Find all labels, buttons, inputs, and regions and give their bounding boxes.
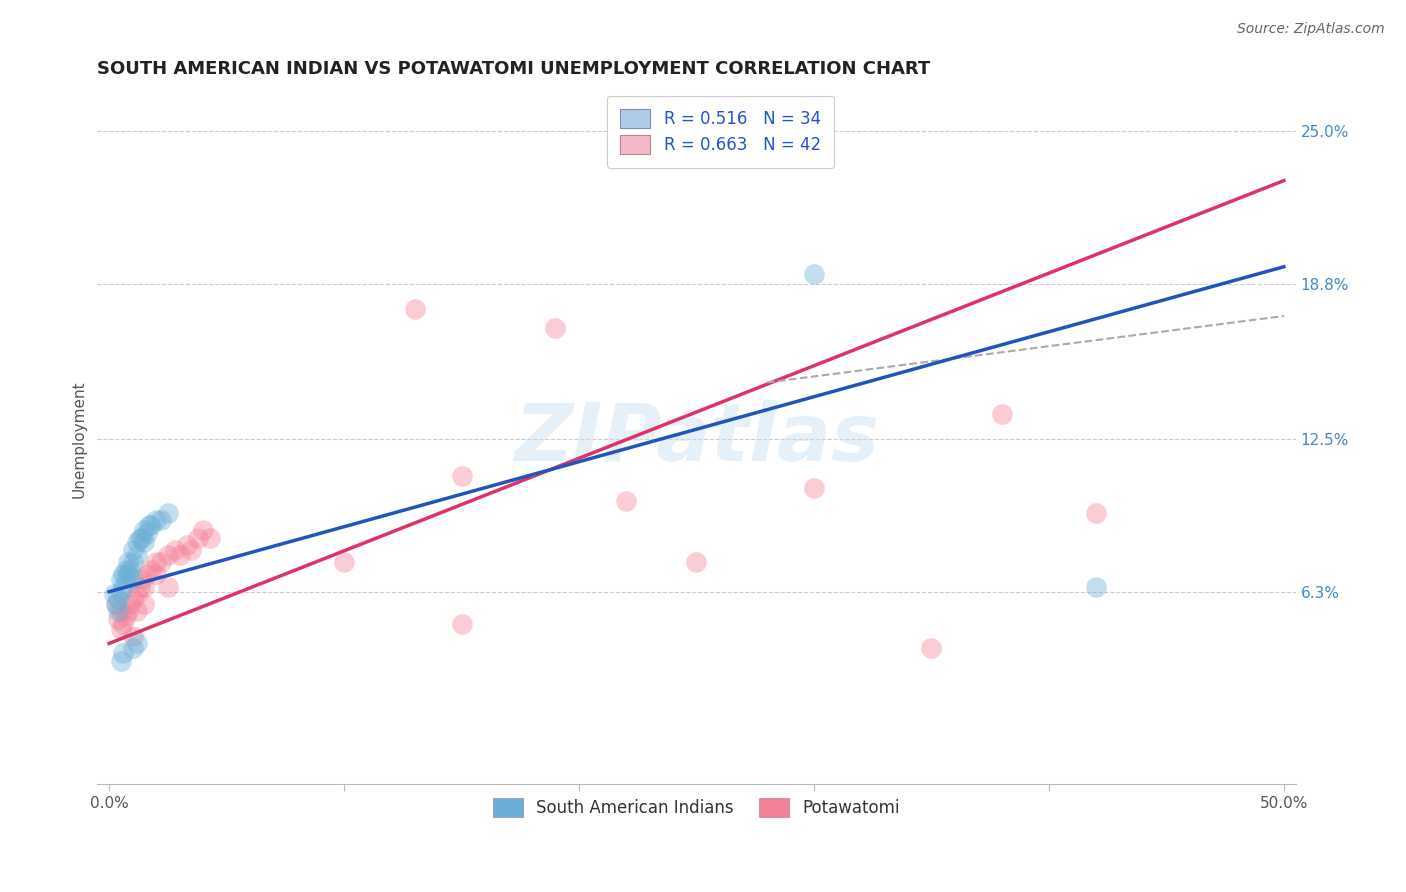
Y-axis label: Unemployment: Unemployment [72,380,86,498]
Point [127,587,149,601]
Point [127,535,149,549]
Point [991,408,1014,422]
Point [120,597,142,611]
Point [121,573,143,587]
Point [149,513,172,527]
Point [145,513,167,527]
Point [156,506,179,520]
Point [103,587,125,601]
Point [121,629,143,643]
Point [114,563,136,577]
Point [114,609,136,624]
Point [803,267,825,281]
Point [450,469,472,483]
Point [134,523,156,537]
Point [187,531,209,545]
Point [920,641,942,656]
Point [121,592,143,607]
Point [163,542,186,557]
Point [141,518,163,533]
Text: Source: ZipAtlas.com: Source: ZipAtlas.com [1237,22,1385,37]
Point [1084,506,1107,520]
Point [135,567,157,582]
Point [120,563,142,577]
Point [112,646,135,660]
Point [121,641,143,656]
Point [191,523,214,537]
Point [145,555,167,569]
Point [128,580,150,594]
Point [110,604,132,618]
Point [107,592,129,607]
Point [127,548,149,562]
Point [614,493,637,508]
Point [145,567,167,582]
Point [544,321,567,335]
Point [169,548,191,562]
Point [138,518,160,533]
Point [128,531,150,545]
Point [110,622,132,636]
Point [134,597,156,611]
Point [1320,173,1343,187]
Point [134,580,156,594]
Text: SOUTH AMERICAN INDIAN VS POTAWATOMI UNEMPLOYMENT CORRELATION CHART: SOUTH AMERICAN INDIAN VS POTAWATOMI UNEM… [97,60,931,78]
Point [127,636,149,650]
Point [149,555,172,569]
Point [110,584,132,599]
Point [107,612,129,626]
Point [141,563,163,577]
Legend: South American Indians, Potawatomi: South American Indians, Potawatomi [486,791,907,823]
Point [121,555,143,569]
Point [112,567,135,582]
Point [135,525,157,540]
Point [803,481,825,495]
Point [134,535,156,549]
Point [117,604,139,618]
Point [117,555,139,569]
Point [450,616,472,631]
Point [105,597,128,611]
Point [127,604,149,618]
Point [131,573,153,587]
Point [685,555,707,569]
Point [105,597,128,611]
Point [156,580,179,594]
Point [112,616,135,631]
Point [117,567,139,582]
Point [156,548,179,562]
Point [112,580,135,594]
Point [121,542,143,557]
Point [180,542,202,557]
Point [114,573,136,587]
Point [176,538,198,552]
Point [404,301,426,316]
Point [110,573,132,587]
Point [131,531,153,545]
Point [1084,580,1107,594]
Point [333,555,356,569]
Point [198,531,221,545]
Text: ZIPatlas: ZIPatlas [515,401,879,478]
Point [110,654,132,668]
Point [107,604,129,618]
